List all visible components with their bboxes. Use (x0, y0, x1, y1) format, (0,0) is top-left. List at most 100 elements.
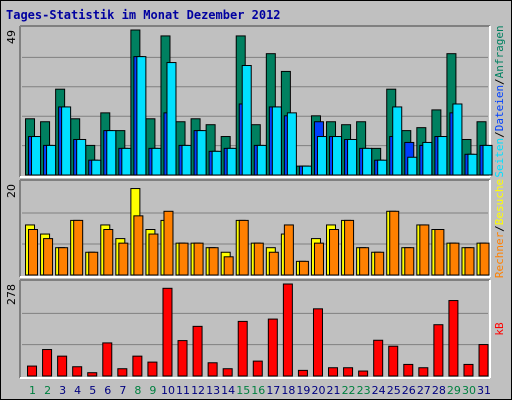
bar-seiten-day-7 (121, 147, 132, 176)
bar-seiten-day-30 (467, 153, 478, 176)
bar-rechner-day-5 (88, 251, 99, 276)
bar-rechner-day-22 (344, 219, 355, 276)
legend-besuche: Besuche (493, 179, 506, 225)
bar-kb-day-13 (207, 362, 218, 377)
bar-seiten-day-4 (76, 138, 87, 176)
x-tick-day-2: 2 (44, 384, 51, 397)
bar-rechner-day-25 (389, 210, 400, 276)
bar-rechner-day-31 (479, 242, 490, 276)
x-tick-day-30: 30 (462, 384, 476, 397)
legend-separator: / (493, 131, 506, 138)
bar-seiten-day-21 (332, 136, 343, 176)
bar-seiten-day-12 (196, 130, 207, 176)
x-tick-day-16: 16 (251, 384, 265, 397)
x-tick-day-29: 29 (447, 384, 461, 397)
panel-bottom-right-label: kB (493, 322, 506, 336)
bar-kb-day-21 (328, 367, 339, 377)
x-tick-day-24: 24 (372, 384, 386, 397)
legend-seiten: Seiten (493, 138, 506, 178)
x-tick-day-10: 10 (161, 384, 175, 397)
bar-rechner-day-24 (374, 251, 385, 276)
bar-kb-day-14 (222, 368, 233, 377)
bar-seiten-day-17 (271, 106, 282, 176)
legend-separator: / (493, 225, 506, 232)
bar-kb-day-12 (192, 325, 203, 377)
bar-rechner-day-6 (103, 229, 114, 276)
bar-seiten-day-22 (347, 138, 358, 176)
bar-seiten-day-24 (377, 159, 388, 176)
bar-seiten-day-19 (301, 165, 312, 176)
x-tick-day-11: 11 (176, 384, 190, 397)
panel-middle-right-label: Rechner/Besuche (493, 179, 506, 278)
bar-seiten-day-1 (31, 136, 42, 176)
bar-rechner-day-14 (223, 256, 234, 276)
bar-rechner-day-30 (464, 247, 475, 276)
legend-separator: / (493, 78, 506, 85)
bar-rechner-day-19 (298, 260, 309, 276)
bar-kb-day-15 (237, 320, 248, 377)
bar-seiten-day-6 (106, 130, 117, 176)
x-tick-day-14: 14 (221, 384, 235, 397)
bar-rechner-day-17 (268, 251, 279, 276)
x-tick-day-23: 23 (357, 384, 371, 397)
x-tick-day-13: 13 (206, 384, 220, 397)
bar-seiten-day-29 (452, 103, 463, 176)
x-tick-day-26: 26 (402, 384, 416, 397)
bar-rechner-day-4 (73, 219, 84, 276)
bar-kb-day-16 (252, 360, 263, 377)
bar-kb-day-6 (102, 342, 113, 377)
bar-rechner-day-7 (118, 242, 129, 276)
bar-kb-day-29 (448, 300, 459, 377)
x-tick-day-22: 22 (342, 384, 356, 397)
bar-seiten-day-10 (166, 62, 177, 176)
x-tick-day-19: 19 (296, 384, 310, 397)
bar-rechner-day-10 (163, 210, 174, 276)
x-tick-day-5: 5 (89, 384, 96, 397)
bar-seiten-day-13 (211, 150, 222, 176)
bar-kb-day-17 (267, 318, 278, 377)
bar-kb-day-25 (388, 345, 399, 377)
bar-seiten-day-14 (226, 147, 237, 176)
bar-kb-day-11 (177, 340, 188, 377)
x-tick-day-25: 25 (387, 384, 401, 397)
x-tick-day-31: 31 (477, 384, 491, 397)
x-tick-day-3: 3 (59, 384, 66, 397)
legend-anfragen: Anfragen (493, 25, 506, 78)
bar-rechner-day-28 (434, 229, 445, 276)
bar-kb-day-5 (87, 372, 98, 377)
bar-kb-day-31 (478, 344, 489, 377)
bar-seiten-day-25 (392, 106, 403, 176)
panel-bottom-max-label: 278 (5, 284, 18, 305)
bar-rechner-day-26 (404, 247, 415, 276)
bar-seiten-day-5 (91, 159, 102, 176)
x-tick-day-6: 6 (104, 384, 111, 397)
x-tick-day-8: 8 (134, 384, 141, 397)
bar-kb-day-18 (282, 283, 293, 377)
bar-seiten-day-11 (181, 144, 192, 176)
bar-rechner-day-15 (238, 219, 249, 276)
x-tick-day-4: 4 (74, 384, 81, 397)
bar-kb-day-2 (42, 349, 53, 377)
bar-rechner-day-1 (28, 229, 39, 276)
bar-seiten-day-31 (482, 144, 493, 176)
bar-rechner-day-23 (359, 247, 370, 276)
bar-kb-day-9 (147, 361, 158, 377)
bar-kb-day-23 (358, 370, 369, 377)
bar-rechner-day-8 (133, 215, 144, 276)
bar-seiten-day-23 (362, 147, 373, 176)
x-tick-day-7: 7 (119, 384, 126, 397)
bar-rechner-day-9 (148, 233, 159, 276)
bar-seiten-day-8 (136, 56, 147, 176)
bar-seiten-day-15 (241, 65, 252, 176)
bar-seiten-day-3 (61, 106, 72, 176)
bar-kb-day-28 (433, 324, 444, 377)
bar-seiten-day-20 (316, 136, 327, 176)
x-tick-day-17: 17 (266, 384, 280, 397)
bar-kb-day-1 (27, 365, 38, 377)
x-tick-day-20: 20 (311, 384, 325, 397)
bar-rechner-day-18 (283, 224, 294, 276)
x-tick-day-12: 12 (191, 384, 205, 397)
bar-seiten-day-9 (151, 147, 162, 176)
bar-seiten-day-27 (422, 141, 433, 176)
